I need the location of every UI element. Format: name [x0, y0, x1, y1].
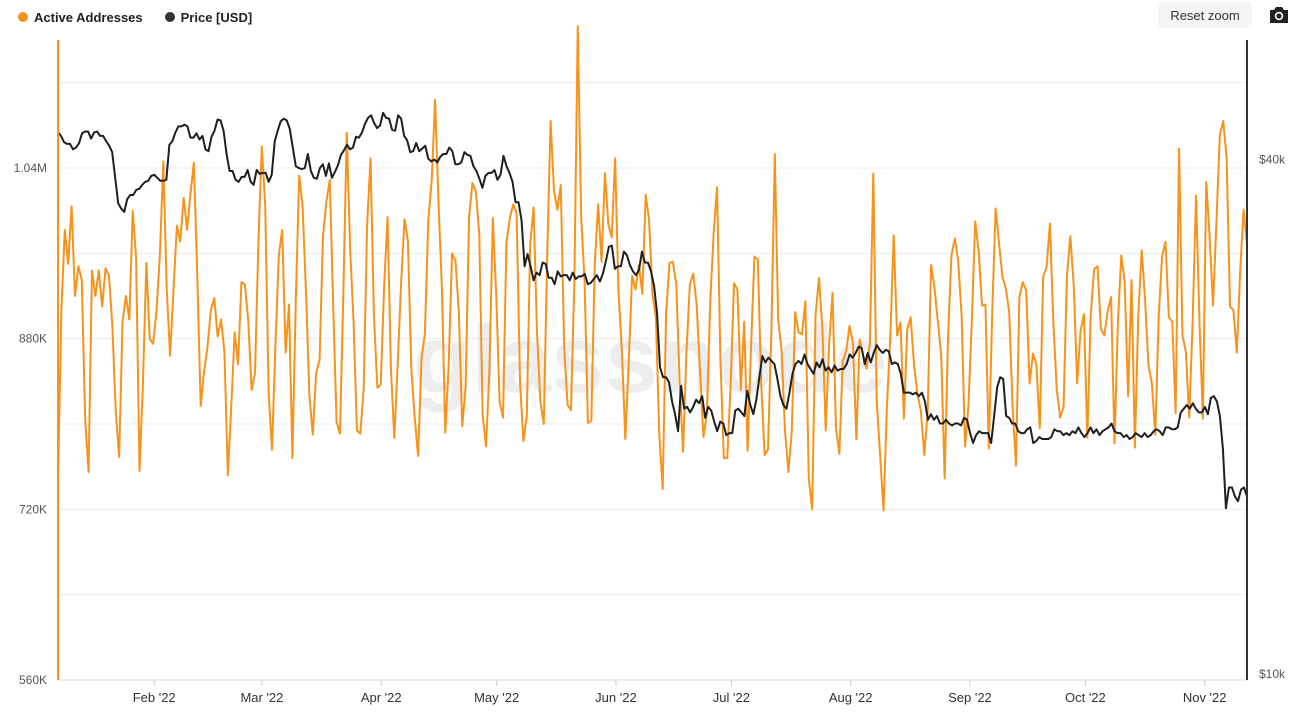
legend: Active Addresses Price [USD]: [18, 6, 252, 28]
x-tick-label: Mar '22: [240, 690, 283, 705]
y-left-tick-label: 1.04M: [14, 161, 47, 175]
y-left-tick-label: 720K: [19, 502, 47, 516]
legend-dot-price: [164, 12, 175, 22]
y-left-tick-label: 560K: [19, 673, 47, 687]
x-tick-label: May '22: [474, 690, 519, 705]
legend-label-active: Active Addresses: [34, 9, 143, 25]
reset-zoom-button[interactable]: Reset zoom: [1158, 2, 1252, 28]
x-tick-label: Aug '22: [829, 690, 873, 705]
series-layer: [57, 25, 1248, 512]
x-tick-label: Feb '22: [133, 690, 176, 705]
x-tick-label: Sep '22: [948, 690, 992, 705]
x-tick-label: Jul '22: [713, 690, 750, 705]
x-tick-label: Jun '22: [595, 690, 637, 705]
axes: 560K 720K 880K 1.04M $10k $40k Feb '22 Mar '22 A…: [14, 40, 1286, 705]
grid: [58, 82, 1247, 681]
x-tick-label: Oct '22: [1065, 690, 1106, 705]
y-right-tick-label: $40k: [1259, 153, 1286, 167]
legend-dot-active: [18, 12, 28, 22]
legend-item-price[interactable]: Price [USD]: [164, 9, 253, 25]
watermark: glassnode: [413, 306, 888, 413]
series-line-active-addresses: [57, 25, 1248, 512]
legend-label-price: Price [USD]: [180, 9, 253, 25]
camera-icon[interactable]: [1266, 4, 1292, 26]
x-tick-label: Apr '22: [361, 690, 402, 705]
y-left-tick-label: 880K: [19, 332, 47, 346]
legend-item-active-addresses[interactable]: Active Addresses: [18, 10, 143, 25]
x-tick-label: Nov '22: [1183, 690, 1227, 705]
y-right-tick-label: $10k: [1259, 667, 1286, 681]
series-line-price: [57, 111, 1248, 510]
